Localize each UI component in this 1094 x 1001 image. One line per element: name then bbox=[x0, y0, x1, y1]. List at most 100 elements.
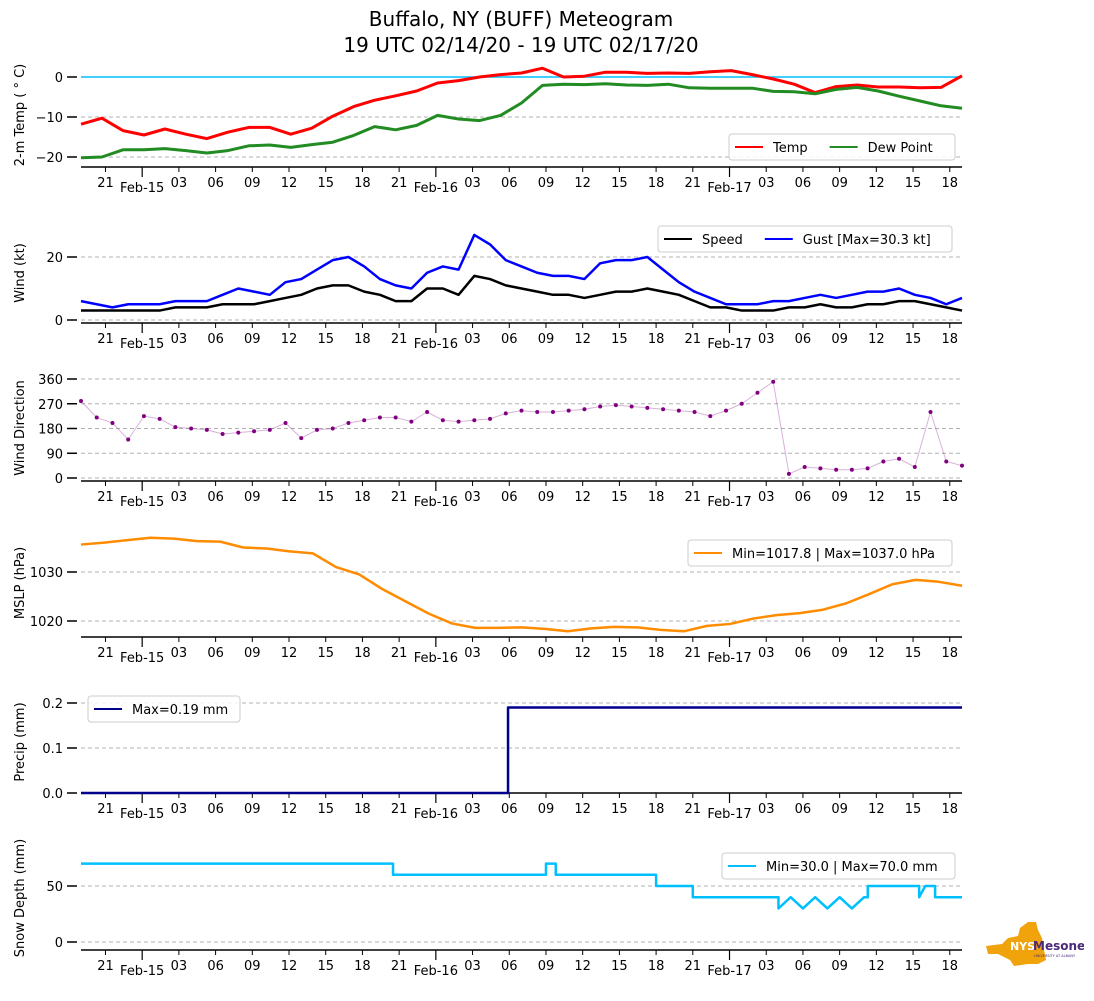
wind-direction-point bbox=[440, 418, 445, 423]
x-tick-label: 18 bbox=[648, 176, 665, 191]
wind-direction-point bbox=[456, 419, 461, 424]
wind-direction-point bbox=[849, 467, 854, 472]
x-tick-label: 21 bbox=[685, 332, 702, 347]
x-tick-label: 18 bbox=[354, 490, 371, 505]
wind-direction-point bbox=[566, 408, 571, 413]
x-tick-label: 21 bbox=[391, 490, 408, 505]
wind-direction-point bbox=[613, 403, 618, 408]
x-tick-label: 03 bbox=[464, 802, 481, 817]
x-tick-label: 09 bbox=[244, 490, 261, 505]
x-tick-label: 21 bbox=[391, 959, 408, 974]
x-date-label: Feb-16 bbox=[414, 337, 458, 352]
chart-title: Buffalo, NY (BUFF) Meteogram 19 UTC 02/1… bbox=[0, 6, 1042, 58]
x-date-label: Feb-17 bbox=[707, 651, 751, 666]
x-tick-label: 03 bbox=[758, 646, 775, 661]
wind-direction-point bbox=[503, 411, 508, 416]
wind-direction-point bbox=[645, 405, 650, 410]
x-tick-label: 06 bbox=[501, 332, 518, 347]
x-tick-label: 18 bbox=[354, 176, 371, 191]
y-tick-label: −20 bbox=[36, 151, 63, 166]
x-tick-label: 15 bbox=[611, 802, 628, 817]
y-tick-label: 0.1 bbox=[42, 742, 63, 757]
wind-direction-point bbox=[708, 414, 713, 419]
legend-label: Min=30.0 | Max=70.0 mm bbox=[766, 860, 938, 875]
x-tick-label: 15 bbox=[905, 646, 922, 661]
wind-direction-point bbox=[409, 419, 414, 424]
x-date-label: Feb-15 bbox=[120, 651, 164, 666]
x-tick-label: 03 bbox=[171, 959, 188, 974]
x-tick-label: 18 bbox=[354, 959, 371, 974]
x-tick-label: 03 bbox=[464, 332, 481, 347]
x-tick-label: 15 bbox=[611, 646, 628, 661]
y-tick-label: 1020 bbox=[30, 615, 63, 630]
wind-direction-point bbox=[582, 407, 587, 412]
logo-nys-text: NYS bbox=[1010, 940, 1035, 953]
x-tick-label: 09 bbox=[538, 490, 555, 505]
wind-direction-point bbox=[928, 410, 933, 414]
x-tick-label: 06 bbox=[501, 176, 518, 191]
wind-direction-point bbox=[110, 421, 115, 425]
x-tick-label: 15 bbox=[317, 646, 334, 661]
x-tick-label: 21 bbox=[97, 490, 114, 505]
x-tick-label: 18 bbox=[354, 646, 371, 661]
x-date-label: Feb-16 bbox=[414, 651, 458, 666]
y-tick-label: 50 bbox=[46, 880, 63, 895]
panel-precip: 0.0 0.1 0.2 Precip (mm) 21 03 06 09 12 15 18 21 03 06… bbox=[13, 695, 962, 822]
wind-direction-point bbox=[173, 425, 178, 430]
x-date-label: Feb-15 bbox=[120, 964, 164, 979]
legend-label: Temp bbox=[772, 141, 808, 156]
wind-direction-point bbox=[897, 456, 902, 461]
x-tick-label: 09 bbox=[831, 332, 848, 347]
y-axis-label: Precip (mm) bbox=[13, 702, 28, 781]
wind-direction-point bbox=[739, 401, 744, 406]
wind-direction-point bbox=[598, 404, 603, 409]
x-tick-label: 15 bbox=[317, 176, 334, 191]
x-date-label: Feb-16 bbox=[414, 807, 458, 822]
wind-direction-point bbox=[865, 466, 870, 471]
y-tick-label: 20 bbox=[46, 251, 63, 266]
panel-temp: 0 −10 −20 2-m Temp ( ° C) 21 03 06 09 12 15 18 21 03… bbox=[13, 64, 963, 196]
wind-direction-point bbox=[141, 414, 146, 419]
x-tick-label: 06 bbox=[795, 959, 812, 974]
wind-direction-point bbox=[818, 466, 823, 471]
y-axis-label: Snow Depth (mm) bbox=[13, 839, 28, 957]
x-tick-label: 12 bbox=[281, 959, 298, 974]
nys-mesonet-logo: NYS Mesonet UNIVERSITY AT ALBANY bbox=[984, 920, 1091, 968]
x-tick-label: 03 bbox=[758, 802, 775, 817]
x-tick-label: 06 bbox=[501, 646, 518, 661]
x-date-label: Feb-15 bbox=[120, 337, 164, 352]
x-tick-label: 06 bbox=[501, 959, 518, 974]
x-tick-label: 09 bbox=[831, 802, 848, 817]
x-tick-label: 18 bbox=[941, 646, 958, 661]
x-tick-label: 18 bbox=[648, 959, 665, 974]
x-tick-label: 21 bbox=[685, 176, 702, 191]
x-date-label: Feb-17 bbox=[707, 964, 751, 979]
y-tick-label: 0 bbox=[55, 71, 63, 86]
wind-direction-point bbox=[535, 410, 540, 414]
x-tick-label: 21 bbox=[685, 646, 702, 661]
wind-direction-point bbox=[157, 416, 162, 421]
legend-label: Speed bbox=[702, 233, 743, 248]
legend-box bbox=[687, 539, 953, 567]
x-tick-label: 15 bbox=[611, 176, 628, 191]
x-tick-label: 15 bbox=[317, 332, 334, 347]
wind-direction-point bbox=[330, 426, 335, 431]
x-tick-label: 12 bbox=[868, 332, 885, 347]
legend-label: Dew Point bbox=[868, 141, 933, 156]
x-tick-label: 12 bbox=[868, 802, 885, 817]
x-tick-label: 09 bbox=[244, 332, 261, 347]
x-tick-label: 03 bbox=[464, 646, 481, 661]
x-tick-label: 12 bbox=[574, 959, 591, 974]
y-axis-label: Wind (kt) bbox=[13, 243, 28, 303]
y-tick-label: 0 bbox=[55, 936, 63, 951]
x-tick-label: 09 bbox=[538, 176, 555, 191]
x-tick-label: 09 bbox=[831, 646, 848, 661]
x-tick-label: 09 bbox=[538, 646, 555, 661]
x-tick-label: 18 bbox=[648, 332, 665, 347]
wind-direction-point bbox=[314, 427, 319, 432]
x-tick-label: 18 bbox=[941, 332, 958, 347]
x-tick-label: 03 bbox=[758, 490, 775, 505]
